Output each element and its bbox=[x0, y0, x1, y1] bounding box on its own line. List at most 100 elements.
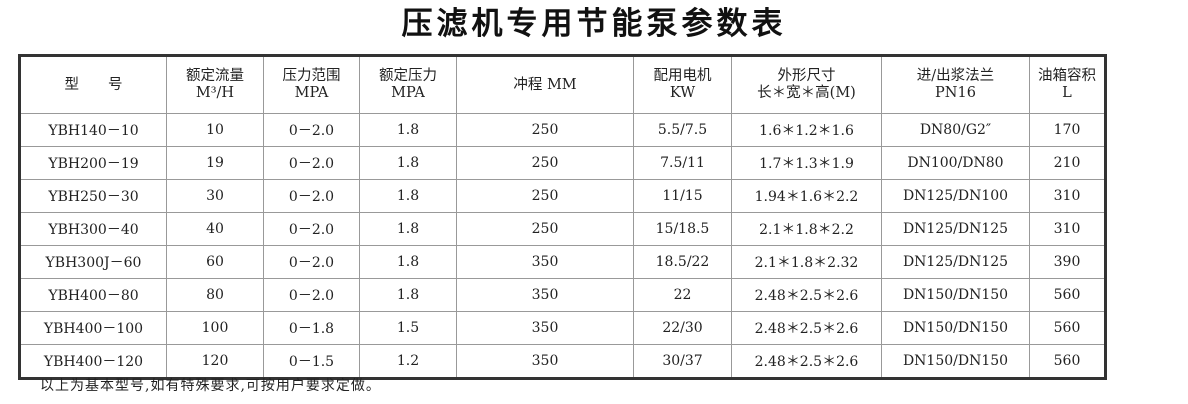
table-cell: 390 bbox=[1029, 245, 1106, 279]
table-cell: DN150/DN150 bbox=[881, 311, 1030, 345]
table-cell: 0－2.0 bbox=[263, 212, 360, 246]
table-cell: 40 bbox=[166, 212, 264, 246]
table-row: YBH200－19 19 0－2.0 1.8 250 7.5/11 1.7＊1.3＊1.9 D… bbox=[19, 146, 1106, 180]
table-cell: 560 bbox=[1029, 278, 1106, 312]
pump-parameter-table: 型 号额定流量 M³/H 压力范围 MPA 额定压力 MPA 冲程 MM 配用电机 KW 外形尺寸… bbox=[18, 54, 1107, 380]
table-cell: DN100/DN80 bbox=[881, 146, 1030, 180]
table-cell: 0－1.5 bbox=[263, 344, 360, 379]
table-cell: YBH140－10 bbox=[19, 113, 167, 147]
table-cell: 560 bbox=[1029, 311, 1106, 345]
column-header: 压力范围 MPA bbox=[263, 55, 360, 114]
table-cell: 1.8 bbox=[359, 245, 457, 279]
table-cell: 22 bbox=[633, 278, 732, 312]
table-cell: 1.8 bbox=[359, 113, 457, 147]
table-cell: YBH300－40 bbox=[19, 212, 167, 246]
header-line-1: 压力范围 bbox=[282, 68, 341, 84]
column-header: 外形尺寸 长＊宽＊高(M) bbox=[731, 55, 882, 114]
table-cell: 15/18.5 bbox=[633, 212, 732, 246]
table-cell: 2.1＊1.8＊2.32 bbox=[731, 245, 882, 279]
header-line-1: 进/出浆法兰 bbox=[916, 68, 995, 84]
column-header: 额定流量 M³/H bbox=[166, 55, 264, 114]
header-line-1: 型 号 bbox=[64, 76, 123, 93]
table-row: YBH400－80 80 0－2.0 1.8 350 22 2.48＊2.5＊2.6 DN15… bbox=[19, 278, 1106, 312]
table-cell: 100 bbox=[166, 311, 264, 345]
table-row: YBH300－40 40 0－2.0 1.8 250 15/18.5 2.1＊1.8＊2.2… bbox=[19, 212, 1106, 246]
table-cell: 30/37 bbox=[633, 344, 732, 379]
footnote: 以上为基本型号,如有特殊要求,可按用户要求定做。 bbox=[40, 378, 381, 394]
header-line-1: 冲程 MM bbox=[513, 76, 577, 93]
table-cell: 1.6＊1.2＊1.6 bbox=[731, 113, 882, 147]
table-cell: 310 bbox=[1029, 212, 1106, 246]
table-cell: DN125/DN125 bbox=[881, 245, 1030, 279]
table-cell: 60 bbox=[166, 245, 264, 279]
table-cell: 170 bbox=[1029, 113, 1106, 147]
table-cell: 1.94＊1.6＊2.2 bbox=[731, 179, 882, 213]
table-cell: 0－2.0 bbox=[263, 179, 360, 213]
column-header: 配用电机 KW bbox=[633, 55, 732, 114]
header-line-2: KW bbox=[669, 85, 696, 101]
column-header: 进/出浆法兰 PN16 bbox=[881, 55, 1030, 114]
column-header: 油箱容积 L bbox=[1029, 55, 1106, 114]
table-cell: 1.7＊1.3＊1.9 bbox=[731, 146, 882, 180]
header-line-1: 配用电机 bbox=[653, 68, 712, 84]
table-cell: 210 bbox=[1029, 146, 1106, 180]
table-cell: 2.48＊2.5＊2.6 bbox=[731, 344, 882, 379]
column-header: 型 号 bbox=[19, 55, 167, 114]
header-line-2: MPA bbox=[391, 85, 425, 101]
table-cell: YBH400－100 bbox=[19, 311, 167, 345]
table-cell: 80 bbox=[166, 278, 264, 312]
table-cell: 11/15 bbox=[633, 179, 732, 213]
header-line-2: L bbox=[1062, 85, 1072, 101]
table-cell: 250 bbox=[456, 113, 634, 147]
table-cell: 5.5/7.5 bbox=[633, 113, 732, 147]
table-cell: 1.8 bbox=[359, 179, 457, 213]
header-row: 型 号额定流量 M³/H 压力范围 MPA 额定压力 MPA 冲程 MM 配用电机 KW 外形尺寸… bbox=[19, 55, 1106, 114]
header-line-1: 额定流量 bbox=[186, 68, 244, 84]
table-row: YBH300J－60 60 0－2.0 1.8 350 18.5/22 2.1＊1.8＊2.… bbox=[19, 245, 1106, 279]
table-cell: YBH250－30 bbox=[19, 179, 167, 213]
table-cell: YBH400－80 bbox=[19, 278, 167, 312]
table-cell: 560 bbox=[1029, 344, 1106, 379]
table-cell: 250 bbox=[456, 179, 634, 213]
table-cell: 1.5 bbox=[359, 311, 457, 345]
table-cell: 0－1.8 bbox=[263, 311, 360, 345]
table-cell: 250 bbox=[456, 212, 634, 246]
table-cell: 7.5/11 bbox=[633, 146, 732, 180]
table-cell: 1.8 bbox=[359, 146, 457, 180]
table-cell: DN125/DN100 bbox=[881, 179, 1030, 213]
table-row: YBH140－10 10 0－2.0 1.8 250 5.5/7.5 1.6＊1.2＊1.6… bbox=[19, 113, 1106, 147]
table-cell: 350 bbox=[456, 245, 634, 279]
table-cell: 2.48＊2.5＊2.6 bbox=[731, 311, 882, 345]
table-cell: 350 bbox=[456, 311, 634, 345]
column-header: 额定压力 MPA bbox=[359, 55, 457, 114]
table-cell: YBH400－120 bbox=[19, 344, 167, 379]
table-cell: 0－2.0 bbox=[263, 113, 360, 147]
header-line-2: 长＊宽＊高(M) bbox=[757, 85, 856, 101]
table-row: YBH250－30 30 0－2.0 1.8 250 11/15 1.94＊1.6＊2.2 D… bbox=[19, 179, 1106, 213]
table-cell: 0－2.0 bbox=[263, 146, 360, 180]
column-header: 冲程 MM bbox=[456, 55, 634, 114]
table-cell: 350 bbox=[456, 278, 634, 312]
table-cell: DN80/G2″ bbox=[881, 113, 1030, 147]
table-row: YBH400－100 100 0－1.8 1.5 350 22/30 2.48＊2.5＊2.… bbox=[19, 311, 1106, 345]
table-cell: YBH300J－60 bbox=[19, 245, 167, 279]
table-cell: 10 bbox=[166, 113, 264, 147]
table-cell: 120 bbox=[166, 344, 264, 379]
table-cell: 22/30 bbox=[633, 311, 732, 345]
table-cell: 1.8 bbox=[359, 278, 457, 312]
table-cell: 19 bbox=[166, 146, 264, 180]
table-cell: DN125/DN125 bbox=[881, 212, 1030, 246]
table-cell: 0－2.0 bbox=[263, 245, 360, 279]
table-cell: 1.2 bbox=[359, 344, 457, 379]
table-cell: 250 bbox=[456, 146, 634, 180]
page-title: 压滤机专用节能泵参数表 bbox=[401, 6, 787, 42]
table-cell: 2.1＊1.8＊2.2 bbox=[731, 212, 882, 246]
header-line-2: MPA bbox=[294, 85, 329, 101]
table-cell: 2.48＊2.5＊2.6 bbox=[731, 278, 882, 312]
table-cell: DN150/DN150 bbox=[881, 344, 1030, 379]
header-line-1: 额定压力 bbox=[379, 68, 437, 84]
header-line-1: 外形尺寸 bbox=[777, 68, 836, 84]
table-cell: 30 bbox=[166, 179, 264, 213]
table-cell: 1.8 bbox=[359, 212, 457, 246]
table-cell: 310 bbox=[1029, 179, 1106, 213]
